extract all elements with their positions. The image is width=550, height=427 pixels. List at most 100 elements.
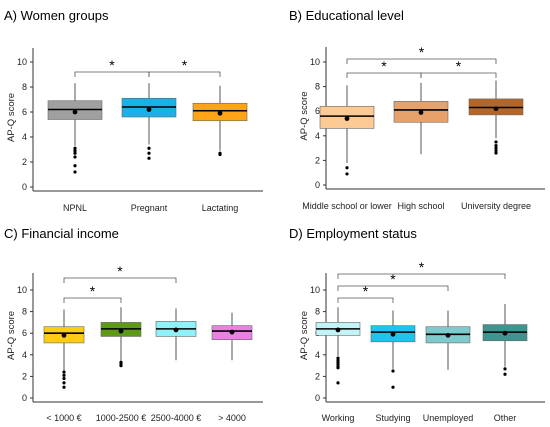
- outlier-point: [73, 149, 77, 153]
- outlier-point: [345, 172, 349, 176]
- y-tick-label: 10: [17, 57, 27, 67]
- y-tick-label: 0: [22, 182, 27, 192]
- significance-label: *: [381, 58, 387, 74]
- y-axis-label: AP-Q score: [299, 311, 310, 360]
- chart-title: C) Financial income: [4, 226, 119, 241]
- y-tick-label: 8: [315, 307, 320, 317]
- y-tick-label: 4: [315, 131, 320, 141]
- y-tick-label: 4: [22, 132, 27, 142]
- chart-title: D) Employment status: [289, 226, 417, 241]
- x-tick-label: 1000-2500 €: [96, 413, 147, 423]
- mean-point: [217, 110, 223, 116]
- boxplot-4: [211, 312, 253, 361]
- x-tick-label: Lactating: [202, 203, 239, 213]
- y-tick-label: 2: [22, 371, 27, 381]
- outlier-point: [503, 367, 507, 371]
- mean-point: [445, 332, 451, 338]
- y-tick-label: 6: [22, 328, 27, 338]
- outlier-point: [218, 152, 222, 157]
- chart-panel-4: D) Employment status0246810AP-Q scoreWor…: [289, 226, 545, 423]
- bracket-line: [63, 297, 122, 303]
- outlier-point: [147, 151, 151, 155]
- y-tick-label: 6: [22, 107, 27, 117]
- mean-point: [173, 327, 179, 333]
- y-tick-label: 8: [315, 82, 320, 92]
- y-tick-label: 0: [315, 393, 320, 403]
- y-tick-label: 2: [22, 157, 27, 167]
- significance-bracket: *: [63, 263, 177, 283]
- significance-label: *: [456, 58, 462, 74]
- chart-panel-3: C) Financial income 0 2 4 6 8 10 AP-Q score < 10…: [4, 226, 263, 423]
- y-axis-label: AP-Q score: [6, 93, 17, 142]
- y-tick-label: 2: [315, 155, 320, 165]
- significance-label: *: [109, 57, 115, 73]
- mean-point: [61, 332, 67, 338]
- x-tick-label: High school: [397, 201, 444, 211]
- x-tick-label: Working: [322, 413, 355, 423]
- significance-bracket: *: [420, 58, 497, 78]
- outlier-point: [62, 373, 66, 377]
- mean-point: [493, 106, 499, 112]
- outlier-point: [147, 146, 151, 150]
- bracket-line: [63, 277, 177, 283]
- y-tick-label: 10: [17, 285, 27, 295]
- outlier-point: [494, 148, 498, 153]
- y-tick-label: 10: [310, 285, 320, 295]
- significance-bracket: *: [148, 57, 221, 77]
- outlier-point: [494, 146, 498, 150]
- x-tick-label: Studying: [375, 413, 410, 423]
- bracket-line: [337, 273, 506, 279]
- x-tick-label: 2500-4000 €: [151, 413, 202, 423]
- significance-bracket: *: [63, 283, 122, 303]
- x-tick-label: NPNL: [63, 203, 87, 213]
- bracket-line: [337, 285, 449, 291]
- mean-point: [335, 327, 341, 333]
- outlier-point: [345, 166, 349, 170]
- mean-point: [229, 329, 235, 335]
- mean-point: [72, 109, 78, 115]
- y-tick-label: 0: [22, 393, 27, 403]
- x-tick-label: Other: [494, 413, 517, 423]
- y-tick-label: 10: [310, 57, 320, 67]
- significance-bracket: *: [337, 283, 394, 303]
- outlier-point: [494, 140, 498, 144]
- boxplot-2: [100, 307, 142, 368]
- bracket-line: [337, 297, 394, 303]
- y-tick-label: 0: [315, 180, 320, 190]
- y-tick-label: 6: [315, 106, 320, 116]
- significance-label: *: [419, 44, 425, 60]
- mean-point: [390, 331, 396, 337]
- chart-panel-1: A) Women groups 0 2 4 6 8 10 AP-Q score NPNL Preg…: [4, 8, 263, 213]
- outlier-point: [73, 155, 77, 159]
- outlier-point: [391, 369, 395, 373]
- y-axis-label: AP-Q score: [299, 91, 310, 140]
- y-tick-label: 2: [315, 371, 320, 381]
- significance-label: *: [117, 263, 123, 279]
- y-tick-label: 4: [315, 350, 320, 360]
- boxplot-3: [425, 310, 471, 370]
- mean-point: [118, 328, 124, 334]
- chart-title: B) Educational level: [289, 8, 404, 23]
- x-tick-label: Pregnant: [131, 203, 168, 213]
- y-tick-label: 4: [22, 350, 27, 360]
- significance-bracket: *: [346, 44, 497, 64]
- boxplot-4: [482, 304, 528, 376]
- boxplot-1: [43, 309, 85, 389]
- significance-bracket: *: [337, 271, 449, 291]
- y-tick-label: 8: [22, 82, 27, 92]
- outlier-point: [62, 376, 66, 381]
- outlier-point: [62, 385, 66, 389]
- outlier-point: [494, 144, 498, 148]
- x-tick-label: Middle school or lower: [302, 201, 392, 211]
- significance-bracket: *: [337, 259, 506, 279]
- boxplot-1: [47, 83, 103, 174]
- bracket-line: [420, 72, 497, 78]
- chart-title: A) Women groups: [4, 8, 109, 23]
- outlier-point: [119, 364, 123, 368]
- boxplot-3: [192, 85, 248, 157]
- bracket-line: [148, 71, 221, 77]
- outlier-point: [73, 151, 77, 155]
- significance-label: *: [182, 57, 188, 73]
- x-tick-label: > 4000: [218, 413, 246, 423]
